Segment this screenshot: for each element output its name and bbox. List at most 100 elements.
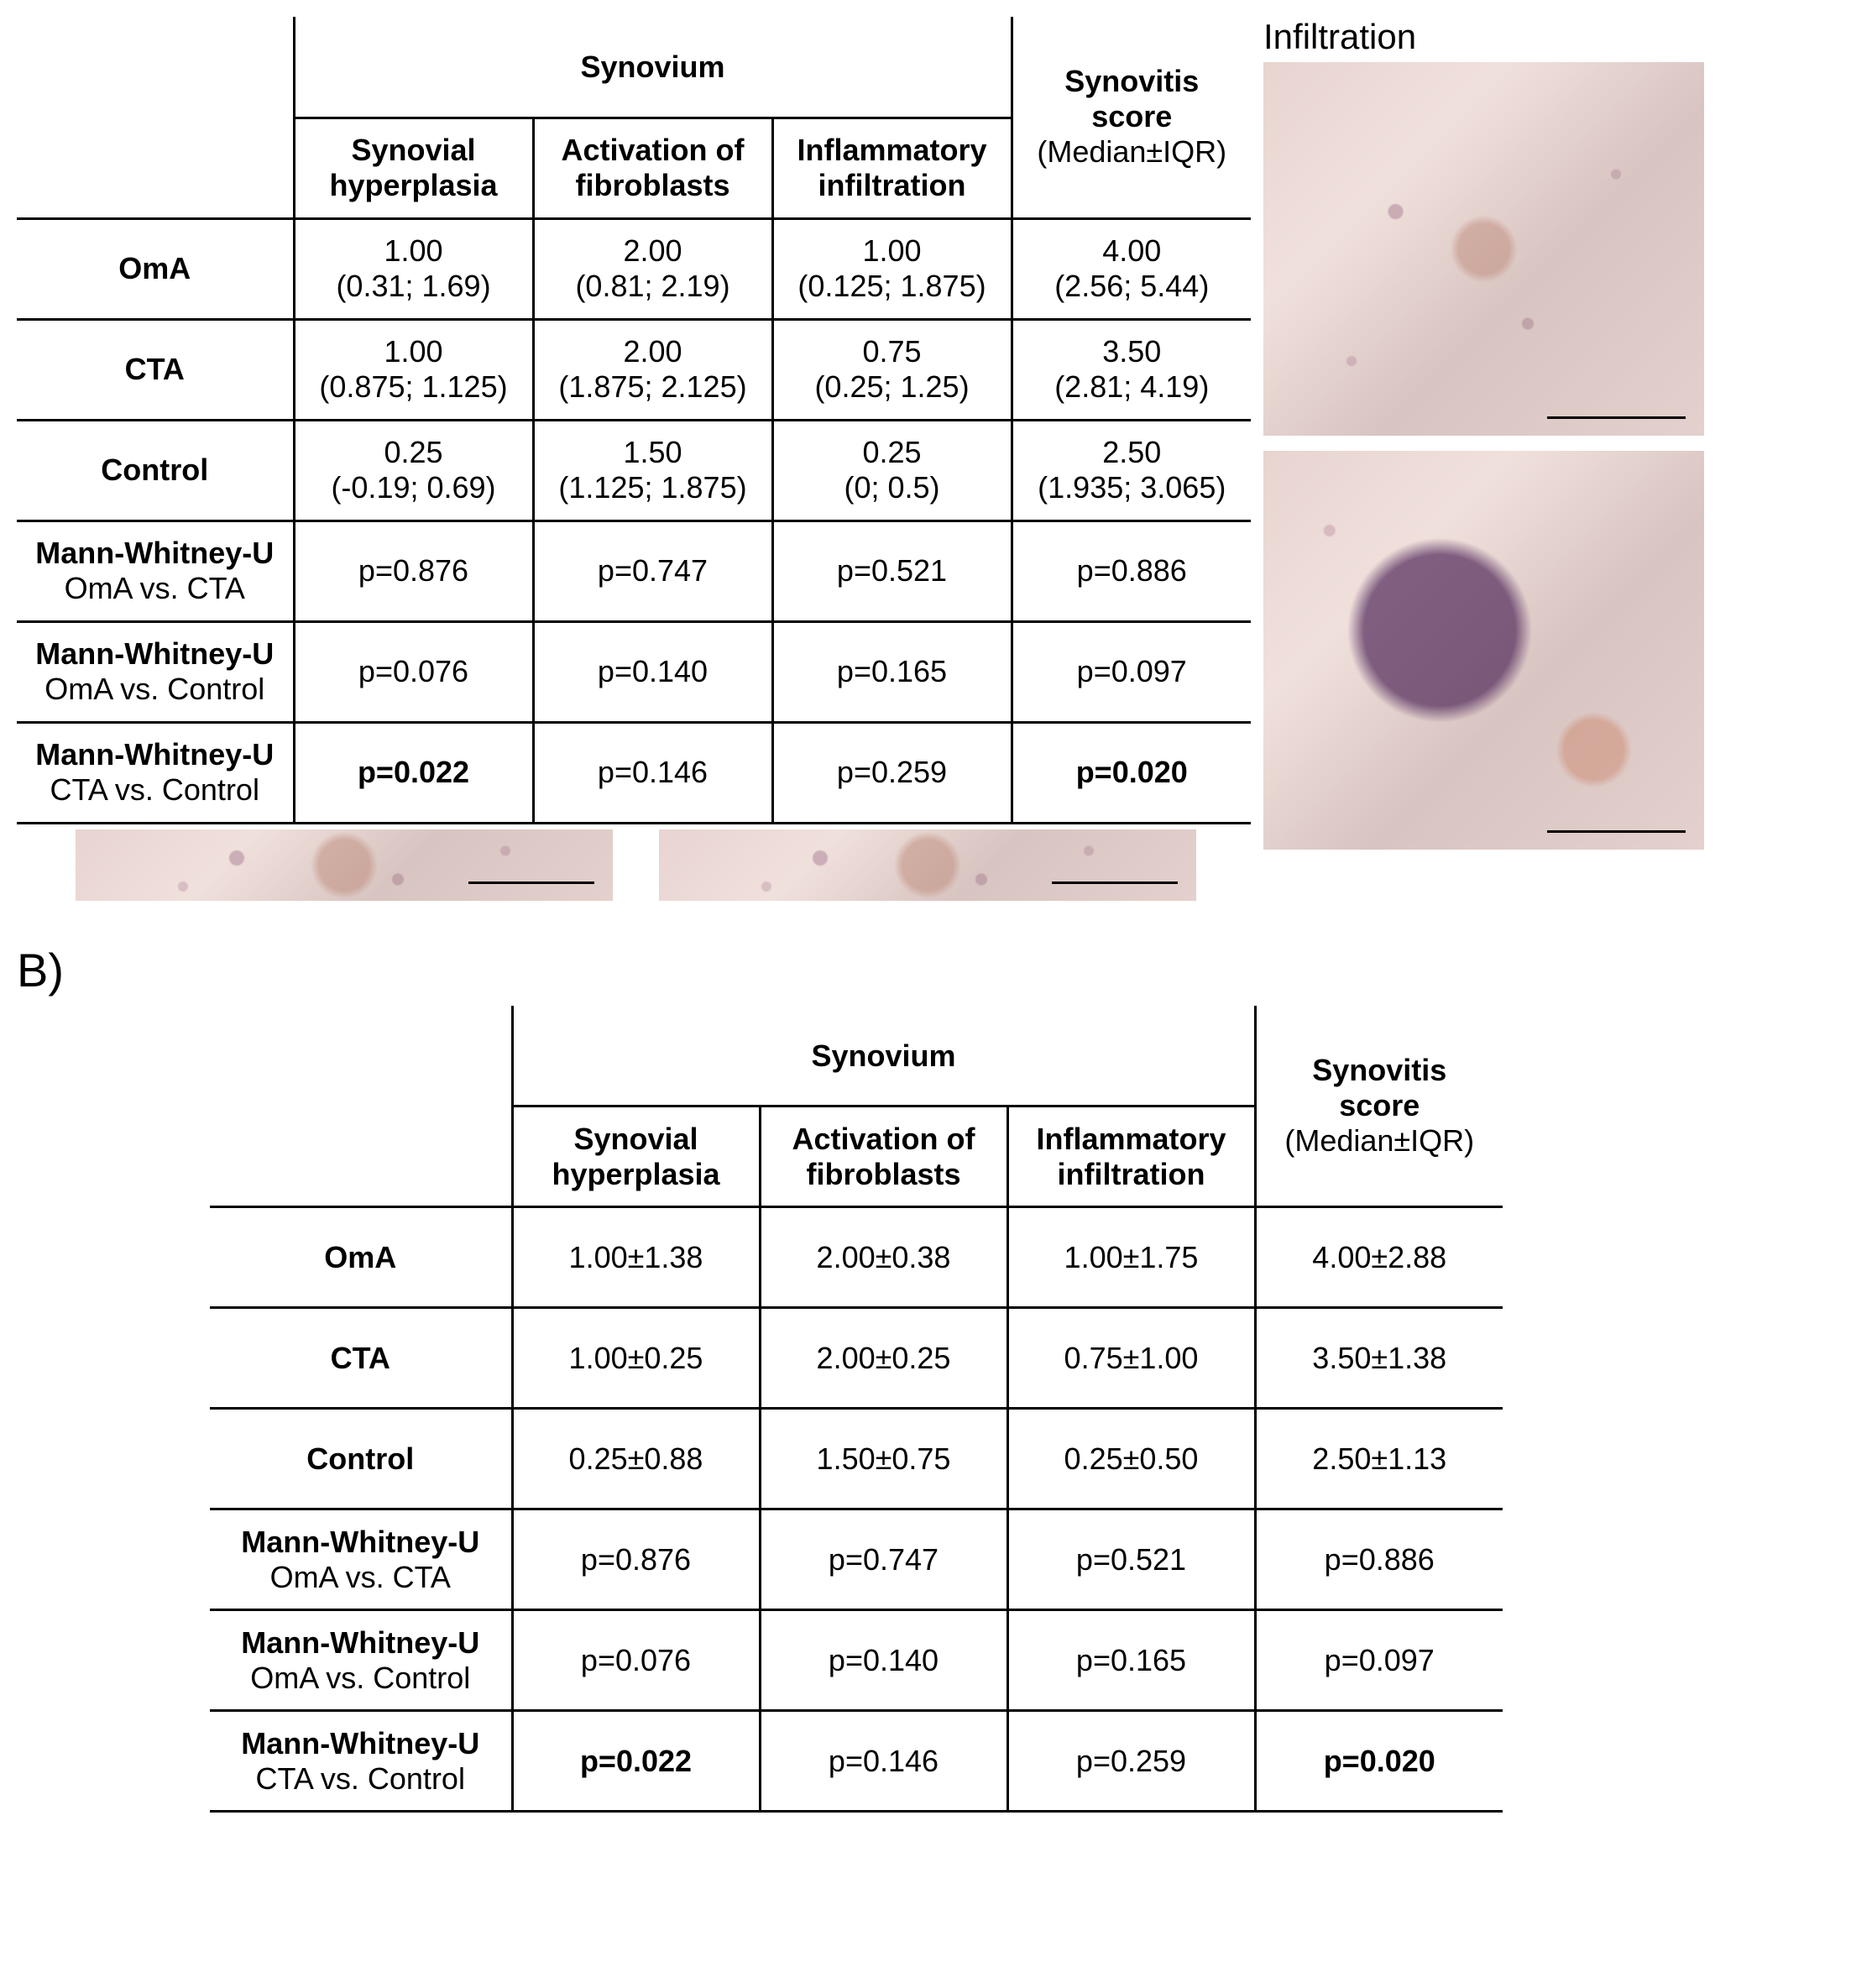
b-label-p3: Mann-Whitney-UCTA vs. Control bbox=[210, 1711, 512, 1812]
b-mwu-2: Mann-Whitney-U bbox=[241, 1625, 479, 1660]
col-header-infiltration: Inflammatory infiltration bbox=[772, 118, 1012, 218]
scalebar-strip-left bbox=[468, 882, 594, 884]
b-oma-hyp: 1.00±1.38 bbox=[512, 1207, 760, 1308]
label-p3-sub: CTA vs. Control bbox=[34, 772, 276, 808]
a-cta-inf-ci: (0.25; 1.25) bbox=[781, 369, 1004, 405]
b-p2-hyp: p=0.076 bbox=[512, 1610, 760, 1711]
row-control: Control 0.25(-0.19; 0.69) 1.50(1.125; 1.… bbox=[17, 420, 1251, 521]
a-oma-fib-ci: (0.81; 2.19) bbox=[541, 269, 765, 304]
a-p2-inf: p=0.165 bbox=[772, 621, 1012, 722]
panel-b-label: B) bbox=[17, 943, 1834, 997]
b-row-cta: CTA 1.00±0.25 2.00±0.25 0.75±1.00 3.50±1… bbox=[210, 1308, 1503, 1409]
b-ctl-hyp: 0.25±0.88 bbox=[512, 1409, 760, 1509]
strip-image-left bbox=[76, 829, 613, 901]
b-oma-inf: 1.00±1.75 bbox=[1007, 1207, 1255, 1308]
a-p2-hyp: p=0.076 bbox=[294, 621, 533, 722]
col-header-hyp-1: Synovial bbox=[351, 133, 475, 167]
b-p3-sco: p=0.020 bbox=[1255, 1711, 1503, 1812]
col-header-score-b: Synovitis score (Median±IQR) bbox=[1255, 1006, 1503, 1207]
b-label-cta: CTA bbox=[210, 1308, 512, 1409]
label-mwu-3: Mann-Whitney-U bbox=[35, 737, 274, 772]
a-cta-hyp: 1.00(0.875; 1.125) bbox=[294, 319, 533, 420]
a-oma-hyp-v: 1.00 bbox=[384, 233, 442, 268]
b-cta-sco: 3.50±1.38 bbox=[1255, 1308, 1503, 1409]
b-p2-fib: p=0.140 bbox=[760, 1610, 1007, 1711]
b-p1-sub: OmA vs. CTA bbox=[227, 1560, 494, 1595]
row-cta: CTA 1.00(0.875; 1.125) 2.00(1.875; 2.125… bbox=[17, 319, 1251, 420]
a-ctl-fib-ci: (1.125; 1.875) bbox=[541, 470, 765, 505]
label-oma: OmA bbox=[17, 218, 294, 319]
b-label-p1: Mann-Whitney-UOmA vs. CTA bbox=[210, 1509, 512, 1610]
row-p1: Mann-Whitney-UOmA vs. CTA p=0.876 p=0.74… bbox=[17, 521, 1251, 621]
table-a-blank-header bbox=[17, 17, 294, 218]
b-row-control: Control 0.25±0.88 1.50±0.75 0.25±0.50 2.… bbox=[210, 1409, 1503, 1509]
a-oma-sco: 4.00(2.56; 5.44) bbox=[1012, 218, 1251, 319]
b-mwu-1: Mann-Whitney-U bbox=[241, 1525, 479, 1559]
table-b-wrapper: Synovium Synovitis score (Median±IQR) Sy… bbox=[17, 1006, 1834, 1813]
a-cta-sco-ci: (2.81; 4.19) bbox=[1020, 369, 1245, 405]
a-cta-fib: 2.00(1.875; 2.125) bbox=[533, 319, 772, 420]
col-header-hyp-2: hyperplasia bbox=[307, 168, 520, 203]
a-oma-fib: 2.00(0.81; 2.19) bbox=[533, 218, 772, 319]
b-row-p3: Mann-Whitney-UCTA vs. Control p=0.022 p=… bbox=[210, 1711, 1503, 1812]
a-cta-inf: 0.75(0.25; 1.25) bbox=[772, 319, 1012, 420]
a-cta-sco-v: 3.50 bbox=[1102, 334, 1161, 369]
label-p1: Mann-Whitney-UOmA vs. CTA bbox=[17, 521, 294, 621]
table-b-super-header: Synovium bbox=[512, 1006, 1255, 1106]
b-ctl-sco: 2.50±1.13 bbox=[1255, 1409, 1503, 1509]
a-ctl-fib: 1.50(1.125; 1.875) bbox=[533, 420, 772, 521]
col-header-score: Synovitis score (Median±IQR) bbox=[1012, 17, 1251, 218]
a-ctl-hyp: 0.25(-0.19; 0.69) bbox=[294, 420, 533, 521]
table-a: Synovium Synovitis score (Median±IQR) Sy… bbox=[17, 17, 1251, 824]
infiltration-label: Infiltration bbox=[1263, 17, 1704, 57]
b-label-control: Control bbox=[210, 1409, 512, 1509]
right-image-top bbox=[1263, 62, 1704, 436]
col-header-score-2: score bbox=[1025, 99, 1240, 134]
b-p1-hyp: p=0.876 bbox=[512, 1509, 760, 1610]
b-p2-inf: p=0.165 bbox=[1007, 1610, 1255, 1711]
b-p3-sub: CTA vs. Control bbox=[227, 1761, 494, 1797]
a-ctl-sco: 2.50(1.935; 3.065) bbox=[1012, 420, 1251, 521]
a-cta-hyp-v: 1.00 bbox=[384, 334, 442, 369]
b-cta-fib: 2.00±0.25 bbox=[760, 1308, 1007, 1409]
a-p3-sco: p=0.020 bbox=[1012, 722, 1251, 823]
a-p1-fib: p=0.747 bbox=[533, 521, 772, 621]
strip-image-right bbox=[659, 829, 1196, 901]
col-header-fib-2: fibroblasts bbox=[546, 168, 760, 203]
scalebar-strip-right bbox=[1052, 882, 1178, 884]
col-header-fib-b: Activation of fibroblasts bbox=[760, 1106, 1007, 1207]
a-p1-inf: p=0.521 bbox=[772, 521, 1012, 621]
table-b: Synovium Synovitis score (Median±IQR) Sy… bbox=[210, 1006, 1503, 1813]
a-ctl-fib-v: 1.50 bbox=[623, 435, 682, 469]
label-mwu-2: Mann-Whitney-U bbox=[35, 636, 274, 671]
col-header-inf-1: Inflammatory bbox=[797, 133, 986, 167]
label-p1-sub: OmA vs. CTA bbox=[34, 571, 276, 606]
row-p2: Mann-Whitney-UOmA vs. Control p=0.076 p=… bbox=[17, 621, 1251, 722]
scalebar-bottom bbox=[1547, 830, 1686, 833]
col-header-fibroblasts: Activation of fibroblasts bbox=[533, 118, 772, 218]
b-p3-inf: p=0.259 bbox=[1007, 1711, 1255, 1812]
b-ctl-inf: 0.25±0.50 bbox=[1007, 1409, 1255, 1509]
a-ctl-hyp-v: 0.25 bbox=[384, 435, 442, 469]
label-p3: Mann-Whitney-UCTA vs. Control bbox=[17, 722, 294, 823]
scalebar-top bbox=[1547, 416, 1686, 419]
a-oma-inf-ci: (0.125; 1.875) bbox=[781, 269, 1004, 304]
label-cta: CTA bbox=[17, 319, 294, 420]
strip-row bbox=[17, 829, 1251, 901]
col-header-score-2b: score bbox=[1268, 1088, 1492, 1123]
a-p2-fib: p=0.140 bbox=[533, 621, 772, 722]
table-b-blank-header bbox=[210, 1006, 512, 1207]
a-oma-inf-v: 1.00 bbox=[862, 233, 921, 268]
a-p2-sco: p=0.097 bbox=[1012, 621, 1251, 722]
a-ctl-sco-ci: (1.935; 3.065) bbox=[1020, 470, 1245, 505]
label-control: Control bbox=[17, 420, 294, 521]
table-a-wrapper: Synovium Synovitis score (Median±IQR) Sy… bbox=[17, 17, 1251, 901]
a-oma-hyp: 1.00(0.31; 1.69) bbox=[294, 218, 533, 319]
right-image-panel: Infiltration bbox=[1263, 17, 1704, 901]
col-header-score-1b: Synovitis bbox=[1312, 1053, 1446, 1087]
label-p2: Mann-Whitney-UOmA vs. Control bbox=[17, 621, 294, 722]
a-ctl-inf-v: 0.25 bbox=[862, 435, 921, 469]
ch-hyp-1b: Synovial bbox=[573, 1122, 698, 1156]
b-cta-inf: 0.75±1.00 bbox=[1007, 1308, 1255, 1409]
a-oma-hyp-ci: (0.31; 1.69) bbox=[302, 269, 525, 304]
